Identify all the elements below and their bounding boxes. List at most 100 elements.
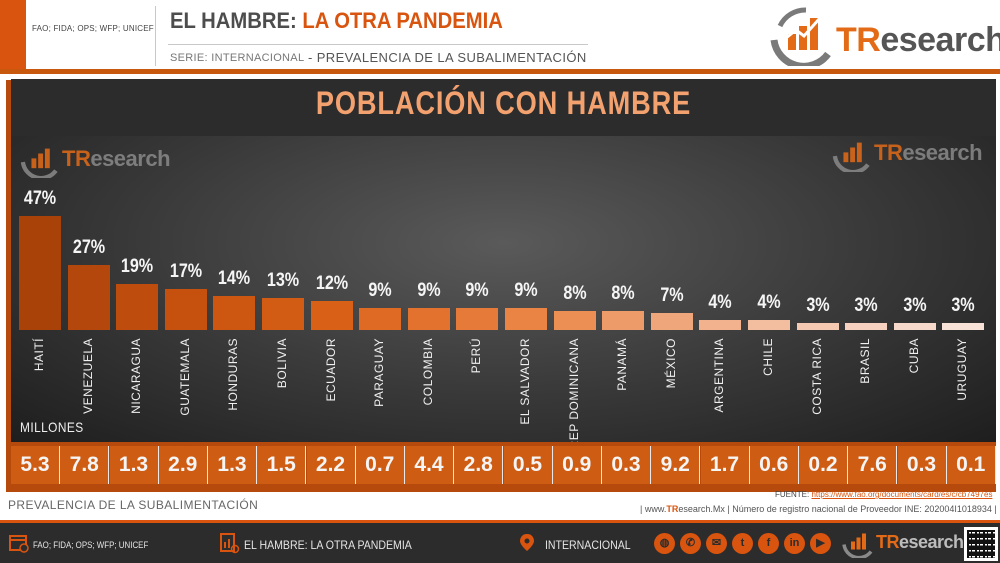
bar-14 bbox=[699, 320, 741, 330]
millones-value: 2.8 bbox=[454, 446, 504, 484]
millones-value: 5.3 bbox=[11, 446, 60, 484]
facebook-icon[interactable]: f bbox=[758, 533, 779, 554]
watermark-tr: TR bbox=[62, 146, 91, 171]
logo-rest: esearch bbox=[880, 20, 1000, 59]
bar-5 bbox=[262, 298, 304, 330]
bar-percent-label: 8% bbox=[611, 283, 635, 304]
bar-percent-label: 9% bbox=[465, 280, 489, 301]
category-label: URUGUAY bbox=[955, 338, 969, 401]
footer-www-rest[interactable]: esearch.Mx bbox=[678, 504, 725, 514]
footer-sources: FAO; FIDA; OPS; WFP; UNICEF bbox=[33, 540, 149, 550]
bar-percent-label: 9% bbox=[417, 280, 441, 301]
watermark-mark-icon bbox=[832, 142, 870, 172]
bar-percent-label: 47% bbox=[23, 188, 57, 209]
email-icon[interactable]: ✉ bbox=[706, 533, 727, 554]
footer-www-prefix: | www. bbox=[640, 504, 667, 514]
bar-7 bbox=[359, 308, 401, 330]
millones-value: 0.5 bbox=[503, 446, 553, 484]
millones-value: 7.6 bbox=[848, 446, 898, 484]
qr-pattern bbox=[967, 530, 995, 558]
globe-icon[interactable]: ◍ bbox=[654, 533, 675, 554]
footer-bar bbox=[0, 520, 1000, 563]
header-sources: FAO; FIDA; OPS; WFP; UNICEF bbox=[32, 24, 154, 33]
footer-topic: EL HAMBRE: LA OTRA PANDEMIA bbox=[244, 538, 412, 552]
bar-percent-label: 8% bbox=[563, 283, 587, 304]
category-label: GUATEMALA bbox=[178, 338, 192, 416]
twitter-icon[interactable]: t bbox=[732, 533, 753, 554]
bar-1 bbox=[68, 265, 110, 330]
page-title-part1: EL HAMBRE: bbox=[170, 8, 297, 33]
footer-source-label: FUENTE: bbox=[775, 490, 810, 499]
footer-source: FUENTE: https://www.fao.org/documents/ca… bbox=[775, 490, 992, 499]
bar-17 bbox=[845, 323, 887, 330]
location-icon bbox=[520, 534, 534, 551]
watermark-text-left: TResearch bbox=[62, 146, 171, 172]
category-label: HONDURAS bbox=[226, 338, 240, 411]
watermark-tr: TR bbox=[874, 140, 903, 165]
page-title: EL HAMBRE: LA OTRA PANDEMIA bbox=[170, 8, 503, 34]
bar-16 bbox=[797, 323, 839, 330]
category-label: PANAMÁ bbox=[615, 338, 629, 391]
page-title-part2: LA OTRA PANDEMIA bbox=[302, 8, 503, 33]
category-label: BRASIL bbox=[858, 338, 872, 384]
header-logo-text: TResearch bbox=[836, 21, 1000, 60]
footer-registro: | Número de registro nacional de Proveed… bbox=[727, 504, 997, 514]
bar-percent-label: 13% bbox=[266, 270, 300, 291]
millones-value: 9.2 bbox=[651, 446, 701, 484]
footer-logo-tr: TR bbox=[876, 531, 900, 552]
bar-9 bbox=[456, 308, 498, 330]
category-label: BOLIVIA bbox=[275, 338, 289, 389]
bar-percent-label: 19% bbox=[120, 256, 154, 277]
category-label: COLOMBIA bbox=[421, 338, 435, 406]
header-logo[interactable]: TResearch bbox=[766, 4, 1000, 66]
bar-10 bbox=[505, 308, 547, 330]
qr-code[interactable] bbox=[964, 527, 998, 561]
bar-percent-label: 9% bbox=[368, 280, 392, 301]
bar-13 bbox=[651, 313, 693, 330]
millones-label: MILLONES bbox=[20, 419, 84, 435]
bar-percent-label: 27% bbox=[72, 237, 106, 258]
youtube-icon[interactable]: ▶ bbox=[810, 533, 831, 554]
footer-region: INTERNACIONAL bbox=[545, 538, 631, 552]
whatsapp-icon[interactable]: ✆ bbox=[680, 533, 701, 554]
category-label: EL SALVADOR bbox=[518, 338, 532, 425]
bar-percent-label: 3% bbox=[854, 295, 878, 316]
watermark-rest: esearch bbox=[902, 140, 983, 165]
footer-logo-mark-icon bbox=[842, 533, 873, 558]
footer-logo-text: TResearch bbox=[876, 532, 964, 553]
millones-value: 1.3 bbox=[208, 446, 257, 484]
watermark-text-right: TResearch bbox=[874, 140, 983, 166]
footer-logo-rest: esearch bbox=[899, 531, 964, 552]
footer-website: | www.TResearch.Mx | Número de registro … bbox=[640, 504, 997, 514]
series-label: SERIE: INTERNACIONAL bbox=[170, 52, 305, 64]
millones-value: 0.3 bbox=[602, 446, 651, 484]
header-rule bbox=[168, 44, 588, 45]
category-label: NICARAGUA bbox=[129, 338, 143, 414]
category-label: HAITÍ bbox=[32, 338, 46, 372]
header-accent-bar bbox=[0, 0, 26, 70]
millones-value: 7.8 bbox=[60, 446, 110, 484]
watermark-logo-left: TResearch bbox=[18, 140, 171, 178]
bar-15 bbox=[748, 320, 790, 330]
linkedin-icon[interactable]: in bbox=[784, 533, 805, 554]
bar-percent-label: 3% bbox=[903, 295, 927, 316]
bar-6 bbox=[311, 301, 353, 330]
millones-value: 0.9 bbox=[552, 446, 602, 484]
logo-tr: TR bbox=[836, 20, 881, 59]
footer-source-link[interactable]: https://www.fao.org/documents/card/es/c/… bbox=[811, 490, 993, 499]
chart-title-bar bbox=[11, 79, 996, 136]
watermark-rest: esearch bbox=[90, 146, 171, 171]
category-label: VENEZUELA bbox=[81, 338, 95, 414]
bar-percent-label: 17% bbox=[169, 261, 203, 282]
millones-value: 1.7 bbox=[700, 446, 750, 484]
header-band bbox=[0, 69, 1000, 74]
bar-2 bbox=[116, 284, 158, 330]
bar-4 bbox=[213, 296, 255, 330]
footer-logo[interactable]: TResearch bbox=[840, 526, 964, 558]
header-divider bbox=[155, 6, 156, 66]
footer-www-tr[interactable]: TR bbox=[666, 504, 679, 514]
millones-value: 2.2 bbox=[306, 446, 356, 484]
bar-percent-label: 4% bbox=[757, 292, 781, 313]
footer-prevalencia: PREVALENCIA DE LA SUBALIMENTACIÓN bbox=[8, 498, 259, 512]
